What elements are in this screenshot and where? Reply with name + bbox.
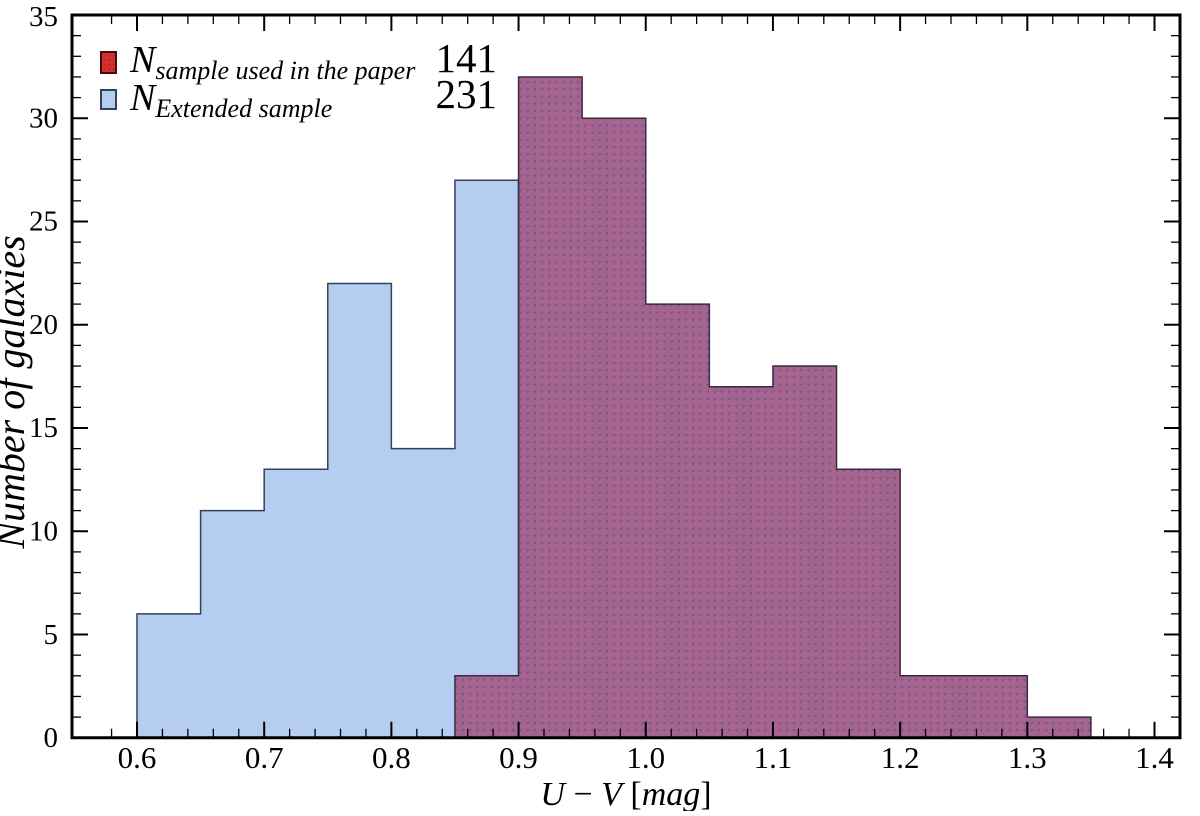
- svg-text:0.6: 0.6: [118, 740, 157, 775]
- svg-text:20: 20: [29, 309, 58, 341]
- svg-text:1.3: 1.3: [1008, 740, 1047, 775]
- svg-text:1.1: 1.1: [754, 740, 793, 775]
- svg-text:0.9: 0.9: [499, 740, 538, 775]
- svg-text:231: 231: [436, 71, 498, 117]
- svg-text:30: 30: [29, 103, 58, 135]
- svg-text:1.2: 1.2: [881, 740, 920, 775]
- svg-text:0.7: 0.7: [245, 740, 284, 775]
- svg-text:0.8: 0.8: [372, 740, 411, 775]
- svg-text:35: 35: [29, 1, 58, 33]
- svg-text:5: 5: [44, 619, 59, 651]
- svg-text:15: 15: [29, 412, 58, 444]
- svg-text:Number of galaxies: Number of galaxies: [0, 235, 33, 549]
- svg-text:Nsample used in the paper: Nsample used in the paper: [129, 39, 416, 85]
- svg-text:10: 10: [29, 516, 58, 548]
- svg-text:U − V [mag]: U − V [mag]: [540, 776, 711, 811]
- svg-text:1.4: 1.4: [1135, 740, 1174, 775]
- svg-text:0: 0: [44, 722, 59, 754]
- svg-text:1.0: 1.0: [626, 740, 665, 775]
- svg-text:25: 25: [29, 206, 58, 238]
